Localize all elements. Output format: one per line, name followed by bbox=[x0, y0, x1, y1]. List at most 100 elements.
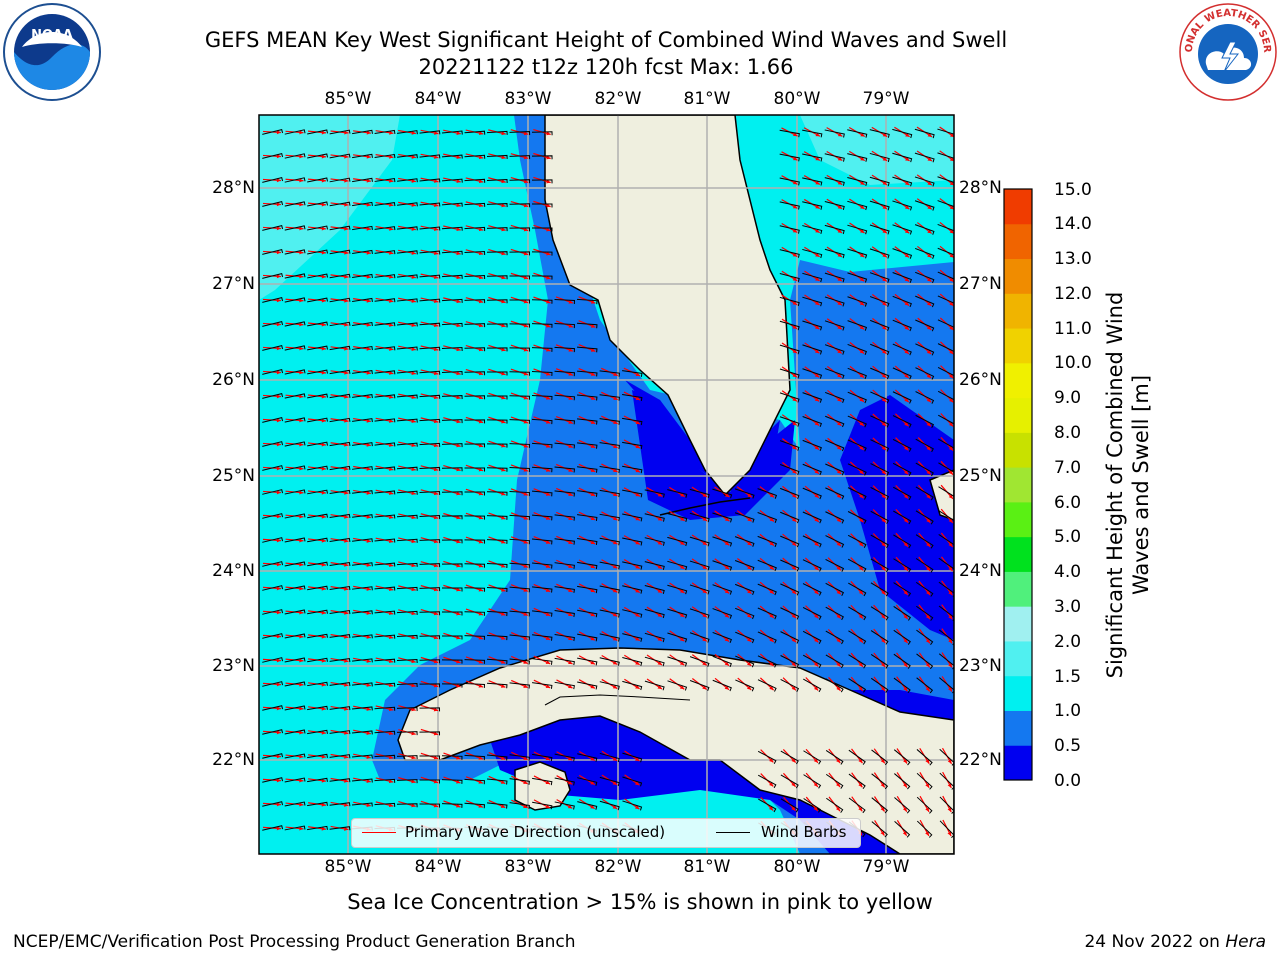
wind-barb bbox=[937, 295, 954, 304]
wind-barb bbox=[915, 319, 935, 332]
primary-wave-arrowhead bbox=[947, 759, 952, 764]
wind-barb bbox=[622, 752, 643, 763]
primary-wave-arrowhead bbox=[411, 347, 416, 351]
wind-barb bbox=[329, 706, 351, 711]
primary-wave-arrowhead bbox=[949, 205, 954, 210]
wind-barb bbox=[892, 439, 912, 452]
primary-wave-arrowhead bbox=[904, 277, 910, 282]
wind-barb bbox=[262, 561, 284, 567]
colorbar-swatch bbox=[1004, 467, 1032, 503]
wind-barb bbox=[712, 584, 733, 595]
wind-barb bbox=[464, 491, 486, 496]
primary-wave-arrowhead bbox=[792, 517, 797, 522]
wind-barb bbox=[599, 800, 620, 811]
primary-wave-arrowhead bbox=[880, 831, 885, 836]
wind-barb bbox=[802, 225, 823, 234]
wind-barb bbox=[577, 537, 598, 546]
primary-wave-arrowhead bbox=[478, 131, 484, 136]
wind-barbs-legend-label: Wind Barbs bbox=[761, 823, 847, 841]
primary-wave-arrowhead bbox=[635, 564, 640, 569]
primary-wave-arrowhead bbox=[478, 635, 483, 640]
wind-barb bbox=[938, 462, 954, 477]
primary-wave-arrowhead bbox=[523, 660, 528, 664]
wind-barb bbox=[939, 677, 954, 694]
primary-wave-arrowhead bbox=[702, 565, 707, 570]
primary-wave-arrowhead bbox=[433, 251, 439, 255]
wind-barb bbox=[780, 559, 800, 572]
colorbar-tick: 13.0 bbox=[1054, 249, 1092, 269]
wind-barb bbox=[937, 271, 954, 280]
wind-barb bbox=[464, 178, 486, 183]
wind-barb bbox=[329, 754, 351, 759]
wind-barb bbox=[307, 513, 328, 519]
wind-barb bbox=[779, 440, 800, 451]
wind-barb bbox=[464, 275, 486, 280]
wind-barb bbox=[847, 129, 868, 138]
wind-barb bbox=[396, 442, 418, 447]
primary-wave-arrowhead bbox=[433, 635, 439, 640]
primary-wave-arrowhead bbox=[568, 636, 573, 640]
wind-barb bbox=[825, 535, 845, 548]
lon-tick-top: 85°W bbox=[324, 89, 372, 109]
wind-barb bbox=[329, 225, 351, 231]
primary-wave-arrowhead bbox=[814, 421, 820, 426]
primary-wave-arrowhead bbox=[433, 707, 439, 712]
primary-wave-arrowhead bbox=[388, 803, 394, 808]
wind-barb bbox=[599, 776, 620, 787]
primary-wave-arrowhead bbox=[837, 421, 842, 426]
wind-barb bbox=[509, 586, 531, 593]
wind-barb bbox=[892, 319, 912, 332]
wind-barb bbox=[441, 202, 463, 207]
wind-barb bbox=[284, 753, 306, 759]
primary-wave-arrowhead bbox=[836, 517, 842, 523]
colorbar-swatch bbox=[1004, 536, 1032, 572]
wind-barb bbox=[262, 441, 284, 447]
wind-barb bbox=[892, 224, 913, 235]
wind-barb bbox=[531, 203, 553, 208]
wind-barb bbox=[667, 536, 688, 547]
primary-wave-arrowhead bbox=[724, 613, 730, 618]
wind-barb bbox=[780, 583, 800, 596]
primary-wave-arrowhead bbox=[321, 514, 326, 519]
wind-barb bbox=[938, 510, 954, 525]
wind-barb bbox=[893, 677, 911, 694]
primary-wave-arrowhead bbox=[836, 566, 841, 571]
lat-tick-left: 24°N bbox=[212, 561, 255, 581]
primary-wave-arrowhead bbox=[321, 298, 326, 303]
wind-barb bbox=[871, 797, 888, 814]
primary-wave-arrowhead bbox=[276, 394, 281, 399]
wind-barb bbox=[802, 607, 822, 620]
primary-wave-arrowhead bbox=[366, 634, 371, 639]
primary-wave-arrowhead bbox=[500, 659, 506, 664]
primary-wave-arrowhead bbox=[321, 178, 326, 183]
wind-barb bbox=[464, 587, 486, 592]
lat-tick-right: 25°N bbox=[959, 466, 1002, 486]
primary-wave-arrowhead bbox=[949, 229, 954, 234]
wind-barb bbox=[284, 801, 306, 807]
primary-wave-arrowhead bbox=[276, 154, 281, 159]
wind-barb bbox=[396, 466, 418, 471]
wind-barb bbox=[916, 820, 933, 838]
primary-wave-arrowhead bbox=[366, 755, 371, 759]
primary-wave-arrowhead bbox=[433, 443, 439, 448]
wind-barb bbox=[757, 607, 777, 620]
chart-title: GEFS MEAN Key West Significant Height of… bbox=[204, 28, 1008, 52]
colorbar-swatch bbox=[1004, 606, 1032, 642]
primary-wave-arrowhead bbox=[590, 780, 595, 785]
wind-barb bbox=[847, 296, 868, 307]
primary-wave-arrowhead bbox=[478, 755, 483, 760]
primary-wave-arrowhead bbox=[657, 612, 663, 617]
wind-barb bbox=[892, 248, 913, 259]
primary-wave-arrowhead bbox=[366, 298, 371, 303]
primary-wave-arrowhead bbox=[411, 611, 416, 616]
wind-barb bbox=[284, 153, 306, 159]
wind-barb bbox=[531, 394, 553, 401]
wind-barb bbox=[622, 417, 643, 426]
wind-barb bbox=[870, 510, 889, 525]
primary-wave-arrowhead bbox=[411, 274, 416, 279]
primary-wave-arrowhead bbox=[679, 661, 685, 666]
primary-wave-arrowhead bbox=[299, 826, 304, 831]
wind-barb bbox=[509, 610, 531, 617]
wind-barb bbox=[779, 464, 800, 475]
wind-barb bbox=[644, 632, 665, 643]
